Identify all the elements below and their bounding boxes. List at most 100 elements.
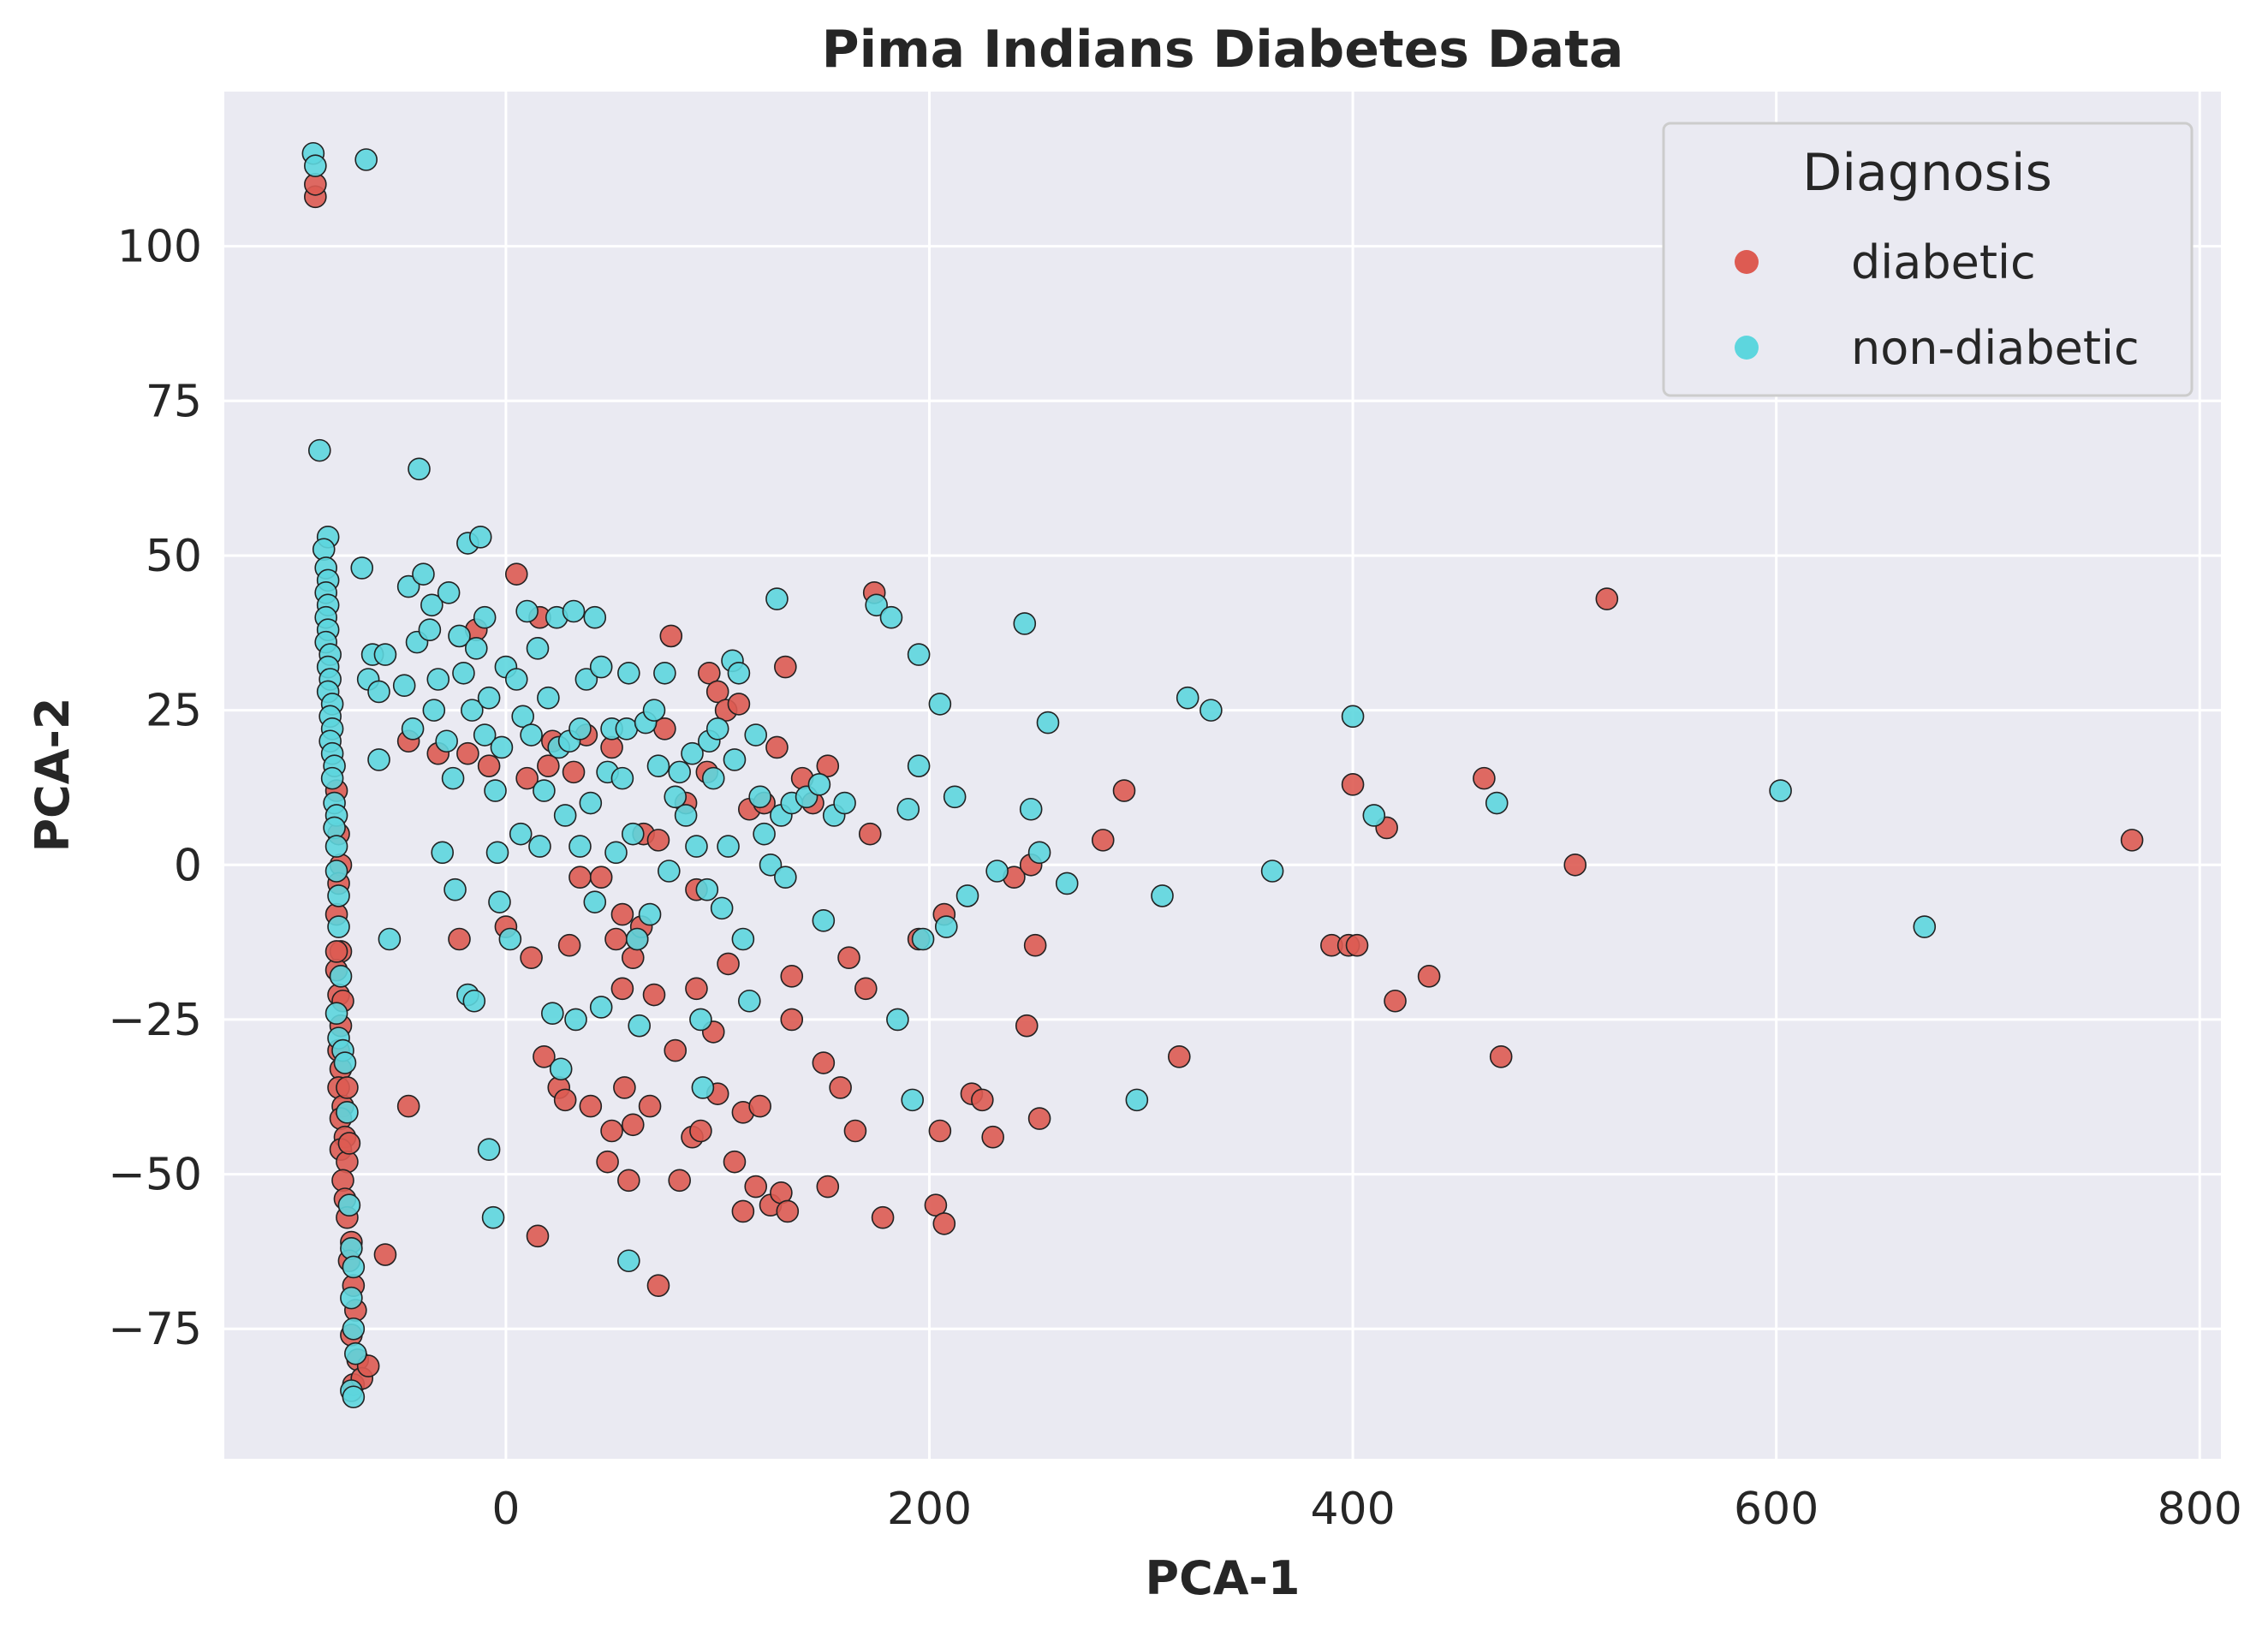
point-non-diabetic bbox=[907, 643, 931, 666]
point-non-diabetic bbox=[589, 655, 613, 679]
point-diabetic bbox=[515, 766, 539, 790]
point-non-diabetic bbox=[367, 748, 390, 771]
point-non-diabetic bbox=[691, 1076, 715, 1099]
y-axis-label: PCA-2 bbox=[26, 698, 80, 853]
point-non-diabetic bbox=[879, 605, 903, 629]
point-non-diabetic bbox=[674, 804, 698, 827]
point-non-diabetic bbox=[373, 643, 397, 666]
point-diabetic bbox=[396, 1094, 420, 1118]
point-non-diabetic bbox=[485, 841, 509, 865]
point-non-diabetic bbox=[765, 587, 789, 610]
point-non-diabetic bbox=[955, 884, 979, 907]
point-non-diabetic bbox=[617, 661, 640, 685]
point-diabetic bbox=[520, 946, 543, 969]
point-non-diabetic bbox=[412, 562, 435, 586]
point-non-diabetic bbox=[717, 835, 740, 858]
point-non-diabetic bbox=[473, 605, 497, 629]
point-diabetic bbox=[553, 1088, 577, 1112]
point-diabetic bbox=[829, 1076, 852, 1099]
point-non-diabetic bbox=[443, 877, 467, 901]
point-non-diabetic bbox=[628, 1014, 651, 1038]
point-non-diabetic bbox=[462, 989, 486, 1013]
point-diabetic bbox=[2120, 829, 2144, 852]
legend-box bbox=[1662, 122, 2194, 397]
point-diabetic bbox=[659, 624, 683, 648]
point-non-diabetic bbox=[1036, 711, 1060, 735]
point-non-diabetic bbox=[426, 668, 450, 691]
point-non-diabetic bbox=[564, 1008, 587, 1032]
point-diabetic bbox=[477, 754, 501, 777]
point-diabetic bbox=[727, 693, 751, 716]
point-non-diabetic bbox=[1125, 1088, 1149, 1112]
point-diabetic bbox=[816, 1175, 840, 1199]
point-non-diabetic bbox=[378, 927, 402, 951]
point-diabetic bbox=[774, 655, 797, 679]
point-non-diabetic bbox=[498, 927, 522, 951]
point-diabetic bbox=[748, 1094, 771, 1118]
point-non-diabetic bbox=[477, 686, 501, 710]
point-non-diabetic bbox=[589, 996, 613, 1019]
point-non-diabetic bbox=[642, 699, 666, 722]
point-non-diabetic bbox=[744, 723, 768, 747]
point-non-diabetic bbox=[1341, 705, 1365, 729]
point-non-diabetic bbox=[537, 686, 560, 710]
point-non-diabetic bbox=[392, 674, 416, 698]
point-non-diabetic bbox=[807, 773, 831, 796]
point-diabetic bbox=[1027, 1107, 1051, 1130]
point-non-diabetic bbox=[422, 699, 446, 722]
point-non-diabetic bbox=[1013, 612, 1037, 635]
point-diabetic bbox=[1015, 1014, 1039, 1038]
point-diabetic bbox=[1473, 766, 1496, 790]
point-diabetic bbox=[596, 1150, 619, 1174]
point-non-diabetic bbox=[710, 896, 734, 920]
point-non-diabetic bbox=[646, 754, 670, 777]
point-diabetic bbox=[843, 1119, 867, 1143]
point-non-diabetic bbox=[583, 890, 607, 913]
legend: Diagnosis diabetic non-diabetic bbox=[1662, 122, 2194, 397]
point-diabetic bbox=[653, 717, 676, 741]
point-non-diabetic bbox=[324, 1002, 348, 1026]
point-non-diabetic bbox=[1019, 797, 1043, 821]
point-diabetic bbox=[589, 866, 613, 889]
point-diabetic bbox=[337, 1132, 361, 1155]
point-diabetic bbox=[812, 1051, 836, 1074]
point-non-diabetic bbox=[1362, 804, 1386, 827]
point-non-diabetic bbox=[344, 1341, 367, 1365]
point-non-diabetic bbox=[488, 890, 511, 913]
point-diabetic bbox=[600, 1119, 623, 1143]
point-non-diabetic bbox=[943, 785, 967, 809]
point-diabetic bbox=[621, 1113, 645, 1137]
point-non-diabetic bbox=[901, 1088, 925, 1112]
point-non-diabetic bbox=[340, 1286, 363, 1310]
point-diabetic bbox=[1091, 829, 1115, 852]
point-non-diabetic bbox=[748, 785, 771, 809]
point-non-diabetic bbox=[509, 822, 533, 846]
point-diabetic bbox=[456, 741, 479, 765]
point-non-diabetic bbox=[705, 717, 729, 741]
y-tick-label: 0 bbox=[174, 840, 202, 891]
point-non-diabetic bbox=[727, 661, 751, 685]
point-non-diabetic bbox=[549, 1057, 573, 1081]
point-non-diabetic bbox=[350, 556, 374, 580]
point-non-diabetic bbox=[329, 965, 353, 988]
point-diabetic bbox=[610, 902, 634, 926]
y-tick-label: 75 bbox=[146, 376, 202, 427]
point-diabetic bbox=[557, 933, 581, 957]
point-non-diabetic bbox=[437, 581, 461, 604]
legend-marker-non-diabetic bbox=[1735, 336, 1759, 360]
point-non-diabetic bbox=[320, 766, 344, 790]
point-non-diabetic bbox=[528, 835, 551, 858]
point-non-diabetic bbox=[1260, 860, 1284, 883]
point-non-diabetic bbox=[568, 835, 592, 858]
point-non-diabetic bbox=[865, 593, 888, 617]
point-non-diabetic bbox=[668, 760, 691, 784]
data-points bbox=[301, 141, 2144, 1409]
point-non-diabetic bbox=[685, 835, 708, 858]
point-diabetic bbox=[685, 977, 708, 1001]
point-diabetic bbox=[1563, 853, 1587, 877]
point-diabetic bbox=[928, 1119, 952, 1143]
point-non-diabetic bbox=[574, 668, 598, 691]
legend-title: Diagnosis bbox=[1802, 143, 2052, 203]
point-diabetic bbox=[621, 946, 645, 969]
